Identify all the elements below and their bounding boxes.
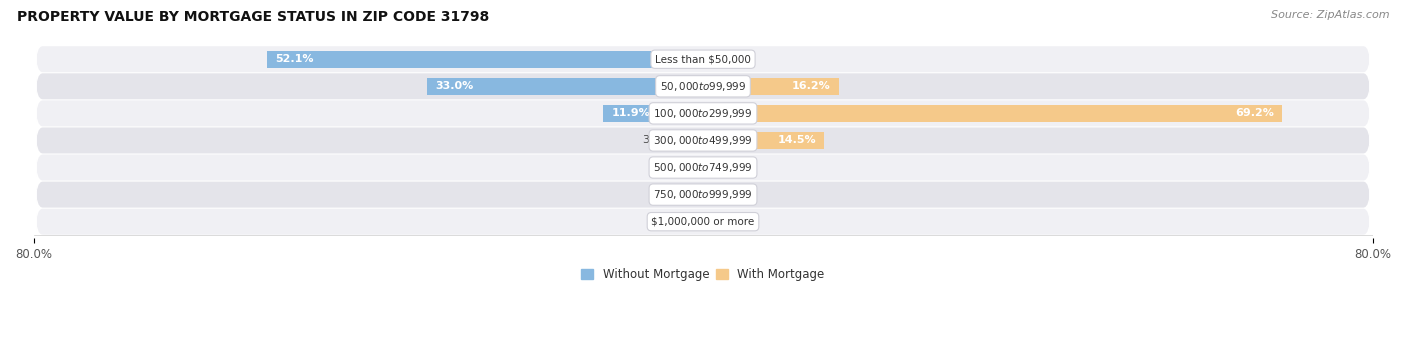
Bar [678,132,703,149]
Bar [703,105,1282,122]
Legend: Without Mortgage, With Mortgage: Without Mortgage, With Mortgage [576,263,830,286]
Text: PROPERTY VALUE BY MORTGAGE STATUS IN ZIP CODE 31798: PROPERTY VALUE BY MORTGAGE STATUS IN ZIP… [17,10,489,24]
Text: $1,000,000 or more: $1,000,000 or more [651,217,755,227]
Text: $100,000 to $299,999: $100,000 to $299,999 [654,107,752,120]
FancyBboxPatch shape [37,182,1369,208]
Text: 11.9%: 11.9% [612,108,651,118]
Bar [267,51,703,68]
Text: 0.0%: 0.0% [668,190,696,199]
Text: 16.2%: 16.2% [792,81,830,91]
Text: 0.0%: 0.0% [710,190,738,199]
Text: 69.2%: 69.2% [1234,108,1274,118]
Bar [703,132,824,149]
Bar [427,78,703,95]
Text: 0.0%: 0.0% [668,217,696,227]
Text: 52.1%: 52.1% [276,54,314,64]
Text: $300,000 to $499,999: $300,000 to $499,999 [654,134,752,147]
FancyBboxPatch shape [37,128,1369,153]
Text: 33.0%: 33.0% [436,81,474,91]
Text: Source: ZipAtlas.com: Source: ZipAtlas.com [1271,10,1389,20]
FancyBboxPatch shape [37,46,1369,72]
Text: 0.0%: 0.0% [710,217,738,227]
Text: 0.0%: 0.0% [668,163,696,173]
FancyBboxPatch shape [37,154,1369,180]
Text: Less than $50,000: Less than $50,000 [655,54,751,64]
Text: $500,000 to $749,999: $500,000 to $749,999 [654,161,752,174]
Bar [703,78,838,95]
Text: 0.0%: 0.0% [710,54,738,64]
Text: $50,000 to $99,999: $50,000 to $99,999 [659,80,747,93]
Bar [603,105,703,122]
Text: 3.1%: 3.1% [643,135,671,146]
Text: 14.5%: 14.5% [778,135,815,146]
FancyBboxPatch shape [37,209,1369,235]
FancyBboxPatch shape [37,73,1369,99]
Text: 0.0%: 0.0% [710,163,738,173]
FancyBboxPatch shape [37,100,1369,127]
Text: $750,000 to $999,999: $750,000 to $999,999 [654,188,752,201]
